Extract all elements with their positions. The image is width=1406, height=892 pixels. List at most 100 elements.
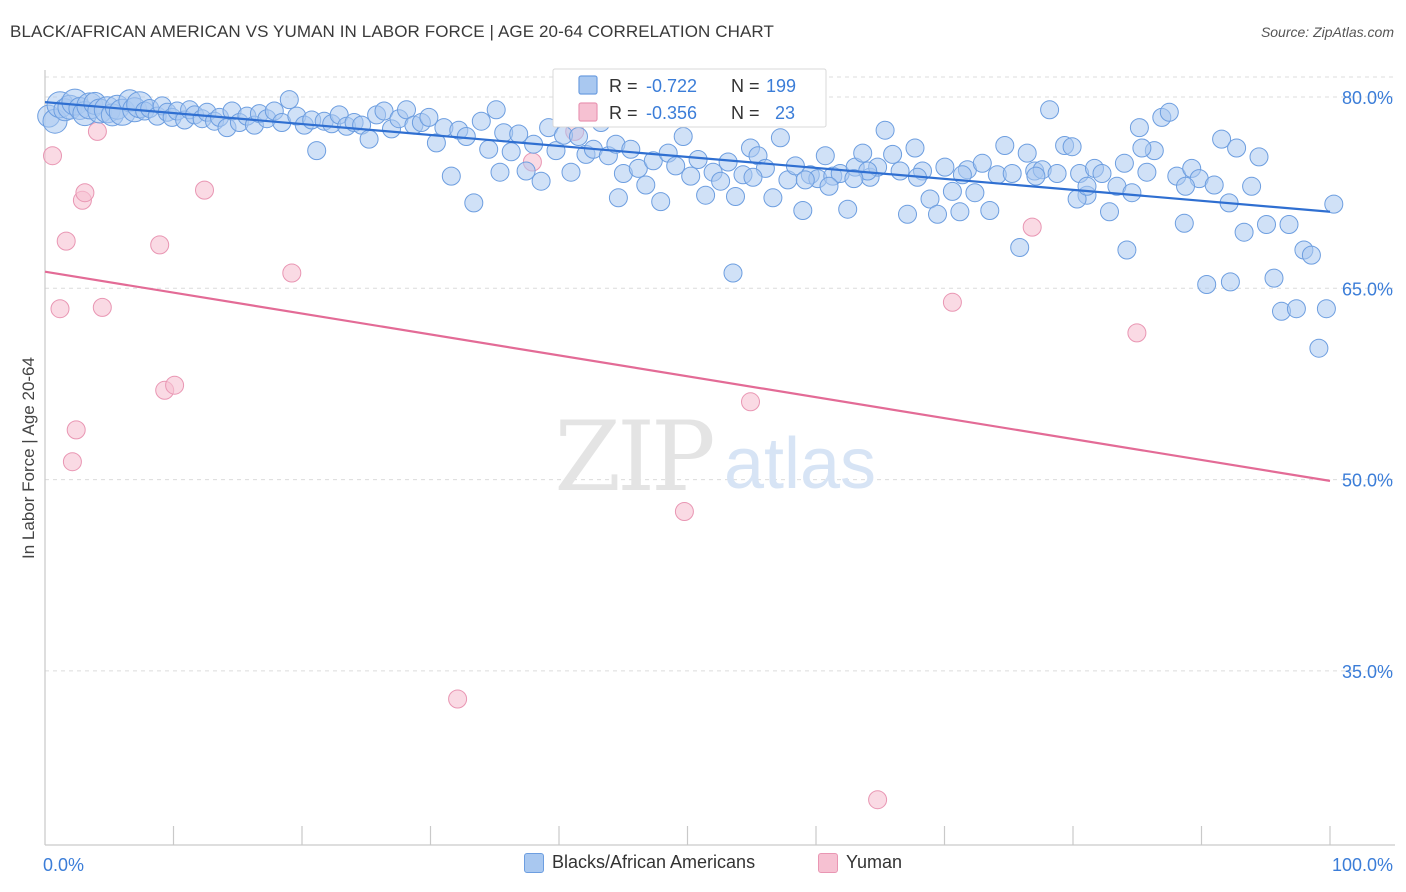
blacks-point bbox=[479, 139, 499, 159]
yuman-point bbox=[741, 392, 760, 412]
blacks-point bbox=[1227, 138, 1247, 158]
blacks-point bbox=[666, 156, 686, 176]
blacks-point bbox=[643, 151, 663, 171]
yuman-point bbox=[43, 146, 62, 166]
blacks-point bbox=[531, 171, 551, 191]
blacks-point bbox=[1309, 338, 1329, 358]
blacks-point bbox=[972, 153, 992, 173]
blacks-point bbox=[1122, 183, 1142, 203]
blacks-point bbox=[1174, 213, 1194, 233]
blacks-point bbox=[980, 201, 1000, 220]
blacks-point bbox=[815, 146, 835, 166]
watermark: ZIP atlas bbox=[554, 401, 876, 513]
yuman-point bbox=[150, 235, 170, 255]
blacks-points bbox=[37, 88, 1344, 358]
blacks-point bbox=[793, 201, 813, 220]
blacks-point bbox=[608, 188, 628, 208]
stats-r-label-blue: R = bbox=[609, 76, 638, 96]
yuman-point bbox=[165, 375, 185, 395]
blacks-point bbox=[795, 170, 815, 190]
y-tick-label: 80.0% bbox=[1342, 88, 1393, 108]
blacks-point bbox=[875, 120, 895, 140]
blacks-point bbox=[995, 136, 1015, 155]
stats-swatch-blue bbox=[578, 75, 598, 95]
blacks-point bbox=[935, 157, 955, 177]
blacks-point bbox=[1132, 138, 1152, 158]
stats-r-value-pink: -0.356 bbox=[646, 103, 697, 123]
blacks-point bbox=[723, 263, 743, 283]
blacks-point bbox=[1002, 164, 1022, 183]
yuman-trend-line bbox=[44, 270, 1331, 482]
blacks-point bbox=[651, 192, 671, 212]
blacks-point bbox=[636, 175, 656, 195]
yuman-point bbox=[674, 502, 694, 521]
stats-n-label-pink: N = bbox=[731, 103, 760, 123]
blacks-point bbox=[928, 204, 947, 224]
blacks-point bbox=[419, 107, 439, 127]
trend-lines bbox=[44, 101, 1331, 482]
y-tick-label: 65.0% bbox=[1342, 279, 1393, 299]
stats-legend-box bbox=[552, 68, 827, 128]
blacks-point bbox=[1257, 215, 1276, 234]
blacks-point bbox=[516, 161, 536, 181]
blacks-point bbox=[1234, 222, 1254, 242]
blacks-point bbox=[1117, 240, 1137, 260]
blacks-point bbox=[1092, 164, 1112, 183]
yuman-point bbox=[1127, 323, 1147, 343]
blacks-point bbox=[1301, 245, 1321, 265]
blacks-point bbox=[628, 158, 648, 178]
bottom-legend: Blacks/African Americans Yuman bbox=[0, 850, 1406, 880]
blacks-point bbox=[681, 166, 701, 186]
blacks-point bbox=[561, 162, 581, 182]
blacks-point bbox=[711, 171, 731, 191]
yuman-point bbox=[62, 452, 82, 472]
legend-item-yuman[interactable]: Yuman bbox=[818, 852, 902, 873]
blacks-point bbox=[1026, 166, 1046, 186]
blacks-point bbox=[569, 127, 588, 146]
blacks-point bbox=[1040, 100, 1060, 120]
blacks-point bbox=[1286, 299, 1306, 319]
yuman-point bbox=[50, 299, 70, 319]
blacks-point bbox=[490, 162, 510, 182]
legend-item-blacks[interactable]: Blacks/African Americans bbox=[524, 852, 755, 873]
blacks-point bbox=[1176, 176, 1195, 196]
legend-label-blacks: Blacks/African Americans bbox=[552, 852, 756, 872]
blacks-point bbox=[426, 133, 446, 153]
blacks-point bbox=[696, 185, 716, 205]
blacks-point bbox=[1114, 153, 1134, 173]
blacks-point bbox=[1159, 102, 1179, 122]
blacks-point bbox=[965, 183, 985, 203]
stats-n-value-pink: 23 bbox=[775, 103, 795, 123]
y-tick-label: 50.0% bbox=[1342, 471, 1393, 491]
yuman-point bbox=[1022, 217, 1042, 237]
blacks-point bbox=[688, 150, 708, 169]
stats-r-value-blue: -0.722 bbox=[646, 76, 697, 96]
blacks-point bbox=[621, 139, 641, 159]
blacks-point bbox=[374, 101, 394, 121]
blacks-point bbox=[844, 169, 864, 189]
blacks-trend-line bbox=[44, 101, 1331, 213]
x-tick-label: 100.0% bbox=[1332, 855, 1393, 875]
blacks-point bbox=[673, 127, 693, 146]
yuman-point bbox=[56, 231, 76, 251]
blacks-point bbox=[397, 100, 416, 120]
stats-legend: R = -0.722 N = 199 R = -0.356 N = 23 bbox=[552, 68, 827, 128]
watermark-zip: ZIP bbox=[554, 401, 713, 513]
blacks-point bbox=[950, 202, 970, 222]
watermark-atlas: atlas bbox=[724, 424, 876, 504]
blacks-point bbox=[486, 100, 506, 120]
chart-title: BLACK/AFRICAN AMERICAN VS YUMAN IN LABOR… bbox=[10, 22, 774, 41]
legend-swatch-yuman bbox=[818, 852, 838, 873]
blacks-point bbox=[890, 161, 910, 181]
blacks-point bbox=[1017, 143, 1037, 163]
blacks-point bbox=[1279, 215, 1299, 234]
blacks-point bbox=[1242, 176, 1262, 196]
blacks-point bbox=[1220, 272, 1240, 292]
blacks-point bbox=[1062, 137, 1082, 157]
yuman-point bbox=[87, 121, 107, 141]
legend-label-yuman: Yuman bbox=[846, 852, 903, 872]
blacks-point bbox=[726, 187, 745, 206]
blacks-point bbox=[1129, 118, 1149, 138]
blacks-point bbox=[770, 128, 790, 148]
